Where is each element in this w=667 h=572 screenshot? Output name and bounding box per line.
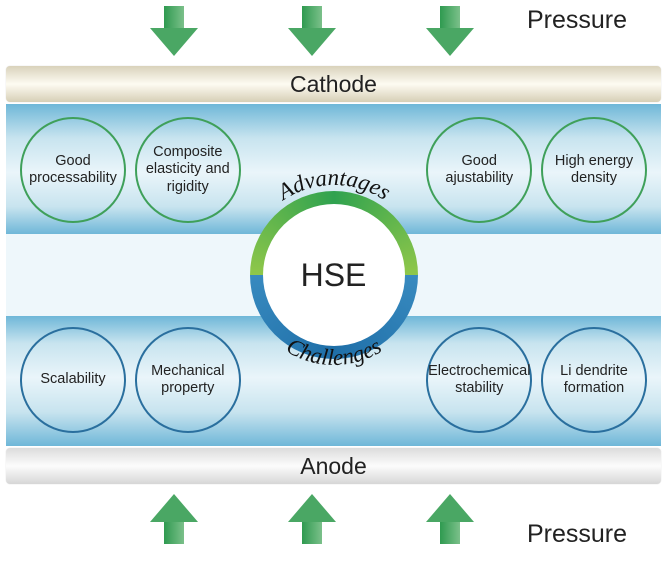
advantage-label: Good processability — [28, 153, 118, 188]
advantage-circle: Good processability — [20, 117, 126, 223]
anode-label: Anode — [300, 453, 367, 480]
challenges-curved-label: Challenges — [282, 333, 385, 370]
challenge-label: Li dendrite formation — [549, 363, 639, 398]
pressure-label-top: Pressure — [527, 6, 627, 35]
pressure-arrow-up — [150, 492, 198, 544]
advantage-circle: High energy density — [541, 117, 647, 223]
svg-text:Advantages: Advantages — [271, 165, 394, 206]
challenge-circle: Li dendrite formation — [541, 327, 647, 433]
top-arrows-group — [150, 6, 474, 58]
challenge-circle: Scalability — [20, 327, 126, 433]
top-pressure-row: Pressure — [0, 6, 667, 58]
curved-text-svg: Advantages Challenges — [204, 145, 464, 405]
svg-text:Challenges: Challenges — [282, 333, 385, 370]
pressure-arrow-down — [288, 6, 336, 58]
pressure-arrow-down — [150, 6, 198, 58]
cathode-bar: Cathode — [6, 66, 661, 102]
cathode-label: Cathode — [290, 71, 377, 98]
electrolyte-region: Good processability Composite elasticity… — [6, 104, 661, 446]
bottom-pressure-row: Pressure — [0, 492, 667, 544]
pressure-label-bottom: Pressure — [527, 520, 627, 549]
anode-bar: Anode — [6, 448, 661, 484]
pressure-arrow-up — [288, 492, 336, 544]
challenge-label: Scalability — [40, 371, 105, 388]
pressure-arrow-up — [426, 492, 474, 544]
pressure-arrow-down — [426, 6, 474, 58]
advantages-curved-label: Advantages — [271, 165, 394, 206]
bottom-arrows-group — [150, 492, 474, 544]
advantage-label: High energy density — [549, 153, 639, 188]
